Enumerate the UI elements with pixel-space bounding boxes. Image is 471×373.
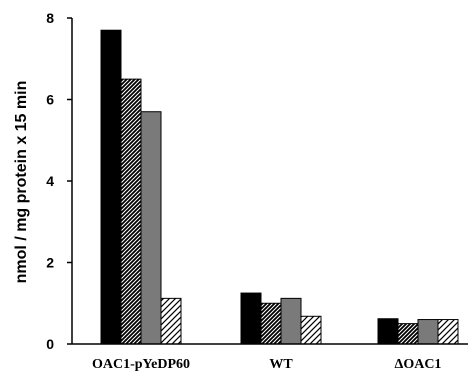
y-tick-label: 6 bbox=[46, 92, 54, 108]
bar-wt-series-1 bbox=[240, 292, 262, 345]
category-labels: OAC1-pYeDP60 WT ΔOAC1 bbox=[92, 357, 441, 372]
bar--oac1-series-3 bbox=[417, 319, 439, 345]
y-tick-label: 0 bbox=[46, 336, 54, 352]
y-axis-ticks: 0 2 4 6 8 bbox=[46, 10, 72, 352]
category-label: WT bbox=[269, 357, 293, 372]
bar-oac1-pyedp60-series-4 bbox=[160, 297, 182, 345]
bar-oac1-pyedp60-series-3 bbox=[140, 111, 162, 345]
bar-oac1-pyedp60-series-2 bbox=[120, 78, 142, 345]
y-tick-label: 2 bbox=[46, 255, 54, 271]
category-label: ΔOAC1 bbox=[395, 357, 442, 372]
bar--oac1-series-2 bbox=[397, 323, 419, 345]
bar--oac1-series-4 bbox=[437, 319, 459, 345]
bar-wt-series-3 bbox=[280, 297, 302, 345]
y-axis-label: nmol / mg protein x 15 min bbox=[13, 81, 30, 284]
bar-wt-series-2 bbox=[260, 302, 282, 345]
bar-wt-series-4 bbox=[300, 315, 322, 345]
bar-oac1-pyedp60-series-1 bbox=[100, 29, 122, 345]
y-tick-label: 4 bbox=[46, 173, 54, 189]
category-label: OAC1-pYeDP60 bbox=[92, 357, 190, 372]
y-tick-label: 8 bbox=[46, 10, 54, 26]
bar--oac1-series-1 bbox=[377, 318, 399, 345]
bars bbox=[100, 29, 459, 345]
